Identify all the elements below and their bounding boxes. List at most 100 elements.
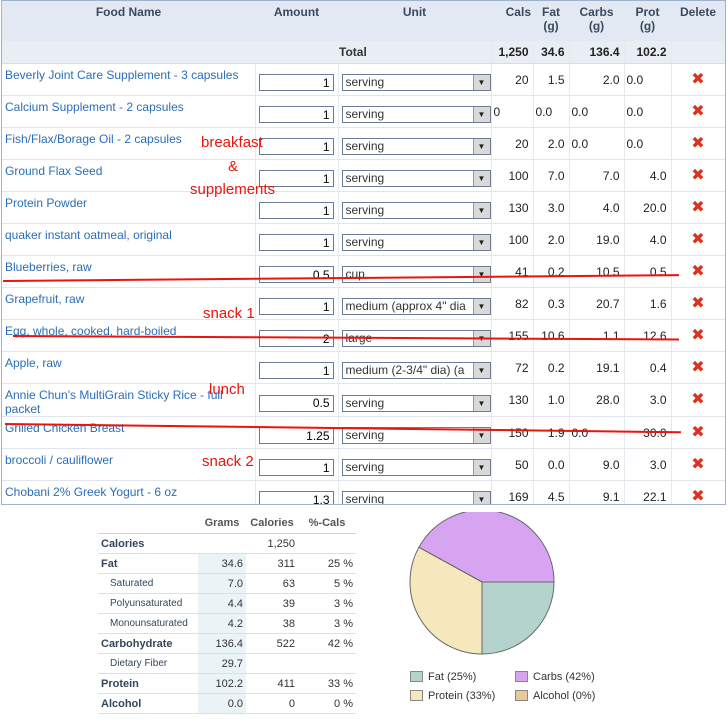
nutrition-grams: 4.2 [198, 613, 246, 634]
chevron-down-icon[interactable]: ▼ [472, 139, 490, 154]
food-name-link[interactable]: Protein Powder [2, 191, 256, 224]
close-x-icon[interactable]: ✖ [691, 326, 705, 344]
nutrition-calories: 522 [246, 633, 298, 654]
nutrition-pct [298, 653, 356, 674]
food-name-link[interactable]: Blueberries, raw [2, 255, 256, 288]
unit-select[interactable]: medium (2-3/4" dia) (a ▼ [341, 362, 490, 379]
close-x-icon[interactable]: ✖ [691, 230, 705, 248]
close-x-icon[interactable]: ✖ [691, 102, 705, 120]
unit-select[interactable]: serving ▼ [341, 202, 490, 219]
unit-select-value: serving [345, 395, 385, 410]
close-x-icon[interactable]: ✖ [691, 198, 705, 216]
unit-select[interactable]: serving ▼ [341, 74, 490, 91]
total-fat: 34.6 [533, 41, 570, 64]
close-x-icon[interactable]: ✖ [691, 487, 705, 505]
chevron-down-icon[interactable]: ▼ [472, 363, 490, 378]
food-name-link[interactable]: broccoli / cauliflower [2, 448, 256, 481]
nutrition-pct: 3 % [298, 593, 356, 614]
unit-select[interactable]: serving ▼ [341, 234, 490, 251]
unit-select[interactable]: serving ▼ [341, 138, 490, 155]
legend-label: Fat (25%) [428, 671, 477, 683]
amount-input[interactable] [258, 330, 334, 347]
header-food-name: Food Name [2, 1, 255, 41]
chevron-down-icon[interactable]: ▼ [472, 75, 490, 90]
cals-cell: 0 [491, 95, 534, 128]
amount-input[interactable] [258, 362, 334, 379]
close-x-icon[interactable]: ✖ [691, 70, 705, 88]
food-name-link[interactable]: quaker instant oatmeal, original [2, 223, 256, 256]
unit-select[interactable]: serving ▼ [341, 106, 490, 123]
unit-select[interactable]: serving ▼ [341, 394, 490, 412]
delete-cell: ✖ [671, 480, 725, 505]
chevron-down-icon[interactable]: ▼ [472, 107, 490, 122]
chevron-down-icon[interactable]: ▼ [472, 267, 490, 282]
amount-input[interactable] [258, 394, 334, 412]
macro-pie-chart: Fat (25%) Carbs (42%) Protein (33%) Alcohol… [400, 509, 720, 722]
amount-input[interactable] [258, 234, 334, 251]
fat-cell: 0.0 [533, 95, 570, 128]
amount-input[interactable] [258, 138, 334, 155]
food-name-link[interactable]: Apple, raw [2, 351, 256, 384]
food-name-link[interactable]: Beverly Joint Care Supplement - 3 capsul… [2, 63, 256, 96]
close-x-icon[interactable]: ✖ [691, 262, 705, 280]
close-x-icon[interactable]: ✖ [691, 134, 705, 152]
food-name-link[interactable]: Ground Flax Seed [2, 159, 256, 192]
cals-cell: 100 [491, 159, 534, 192]
legend-item-alcohol: Alcohol (0%) [515, 689, 595, 703]
prot-cell: 22.1 [624, 480, 672, 504]
food-name-link[interactable]: Calcium Supplement - 2 capsules [2, 95, 256, 128]
fat-cell: 0.2 [533, 351, 570, 384]
chevron-down-icon[interactable]: ▼ [472, 395, 490, 411]
food-row: broccoli / cauliflower serving ▼500.09.03.… [2, 448, 725, 481]
chevron-down-icon[interactable]: ▼ [472, 492, 490, 504]
chevron-down-icon[interactable]: ▼ [472, 235, 490, 250]
amount-input[interactable] [258, 74, 334, 91]
chevron-down-icon[interactable]: ▼ [472, 460, 490, 475]
close-x-icon[interactable]: ✖ [691, 166, 705, 184]
unit-select[interactable]: serving ▼ [341, 170, 490, 187]
close-x-icon[interactable]: ✖ [691, 455, 705, 473]
amount-input[interactable] [258, 266, 334, 283]
amount-input[interactable] [258, 427, 334, 444]
carbs-cell: 0.0 [569, 127, 625, 160]
food-name-link[interactable]: Grilled Chicken Breast [2, 416, 256, 449]
food-name-link[interactable]: Chobani 2% Greek Yogurt - 6 oz [2, 480, 256, 504]
prot-cell: 4.0 [624, 159, 672, 192]
close-x-icon[interactable]: ✖ [691, 423, 705, 441]
unit-select[interactable]: serving ▼ [341, 427, 490, 444]
chevron-down-icon[interactable]: ▼ [472, 203, 490, 218]
chevron-down-icon[interactable]: ▼ [472, 428, 490, 443]
unit-select[interactable]: serving ▼ [341, 459, 490, 476]
nutrition-calories: 39 [246, 593, 298, 614]
amount-input[interactable] [258, 202, 334, 219]
unit-select[interactable]: medium (approx 4" dia ▼ [341, 298, 490, 315]
amount-input[interactable] [258, 298, 334, 315]
amount-input[interactable] [258, 491, 334, 504]
unit-select-value: serving [345, 171, 385, 185]
close-x-icon[interactable]: ✖ [691, 391, 705, 408]
nutrition-calories: 311 [246, 553, 298, 574]
amount-input[interactable] [258, 106, 334, 123]
unit-cell: serving ▼ [338, 95, 492, 128]
carbs-cell: 2.0 [569, 63, 625, 96]
chevron-down-icon[interactable]: ▼ [472, 299, 490, 314]
chevron-down-icon[interactable]: ▼ [472, 171, 490, 186]
unit-select[interactable]: serving ▼ [341, 491, 490, 504]
food-name-link[interactable]: Annie Chun's MultiGrain Sticky Rice - fu… [2, 383, 256, 417]
close-x-icon[interactable]: ✖ [691, 358, 705, 376]
carbs-cell: 4.0 [569, 191, 625, 224]
amount-input[interactable] [258, 170, 334, 187]
food-name-link[interactable]: Grapefruit, raw [2, 287, 256, 320]
fat-cell: 10.6 [533, 319, 570, 352]
unit-select[interactable]: cup ▼ [341, 266, 490, 283]
food-name-link[interactable]: Fish/Flax/Borage Oil - 2 capsules [2, 127, 256, 160]
nutrition-grams: 4.4 [198, 593, 246, 614]
cals-cell: 130 [491, 383, 534, 417]
close-x-icon[interactable]: ✖ [691, 294, 705, 312]
unit-cell: serving ▼ [338, 416, 492, 449]
nutrition-row: Calories 1,250 [98, 533, 356, 554]
unit-cell: serving ▼ [338, 383, 492, 417]
prot-cell: 3.0 [624, 448, 672, 481]
nutrition-header-pct: %-Cals [298, 512, 356, 534]
amount-input[interactable] [258, 459, 334, 476]
